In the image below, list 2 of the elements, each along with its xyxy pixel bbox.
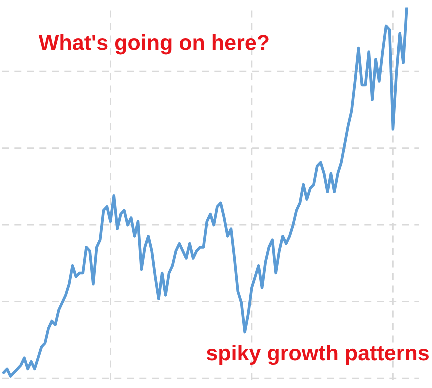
annotation: What's going on here?	[38, 34, 269, 55]
annotation: spiky growth patterns	[206, 344, 429, 366]
